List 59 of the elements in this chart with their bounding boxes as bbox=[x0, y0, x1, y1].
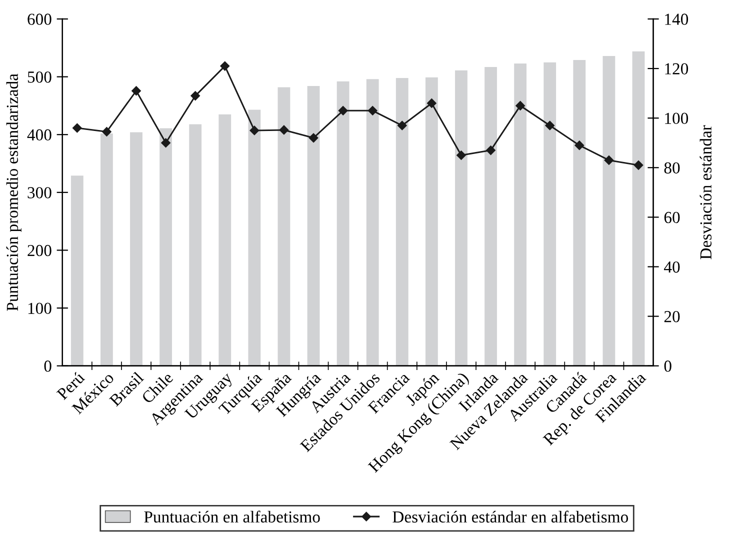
y2-tick-label: 60 bbox=[664, 212, 680, 224]
legend-label: Puntuación en alfabetismo bbox=[144, 510, 320, 523]
y2-tick-label: 20 bbox=[664, 310, 680, 322]
bar bbox=[336, 81, 350, 366]
bar bbox=[544, 62, 556, 366]
bar bbox=[160, 128, 172, 366]
point bbox=[72, 123, 82, 133]
bar bbox=[70, 176, 84, 366]
point bbox=[545, 120, 554, 130]
bar bbox=[130, 132, 142, 366]
bar bbox=[455, 70, 468, 366]
point bbox=[604, 156, 614, 165]
point bbox=[456, 150, 466, 160]
y2-tick-label: 80 bbox=[664, 162, 680, 174]
point bbox=[102, 127, 112, 136]
y2-tick-label: 120 bbox=[665, 63, 688, 74]
y-tick-label: 0 bbox=[44, 360, 52, 372]
point bbox=[279, 125, 289, 135]
point bbox=[634, 160, 644, 170]
bar bbox=[248, 110, 261, 366]
bar bbox=[484, 66, 497, 366]
point bbox=[190, 91, 200, 100]
bar bbox=[573, 60, 586, 366]
y-axis-title: Puntuación promedio estandarizada bbox=[6, 74, 22, 311]
point bbox=[161, 138, 170, 148]
y2-tick-label: 100 bbox=[665, 112, 688, 124]
bar bbox=[189, 124, 202, 366]
y-tick-label: 500 bbox=[28, 71, 52, 83]
y2-tick-label: 140 bbox=[665, 14, 688, 25]
point bbox=[308, 133, 318, 143]
y-tick-label: 200 bbox=[28, 244, 52, 256]
bar bbox=[278, 87, 290, 366]
point bbox=[574, 140, 584, 150]
bar bbox=[602, 56, 616, 366]
point bbox=[132, 86, 141, 96]
y-tick-label: 300 bbox=[28, 187, 52, 198]
y-tick-label: 400 bbox=[27, 129, 52, 141]
point bbox=[516, 101, 525, 110]
point bbox=[220, 61, 230, 71]
bar bbox=[366, 79, 379, 366]
bar bbox=[514, 63, 527, 366]
bar bbox=[100, 133, 113, 366]
bar bbox=[396, 78, 408, 366]
bar bbox=[218, 114, 232, 366]
y2-axis-title: Desviación estándar bbox=[700, 125, 712, 260]
bar bbox=[307, 86, 320, 366]
bar bbox=[632, 51, 645, 366]
bar bbox=[425, 77, 438, 366]
y2-tick-label: 40 bbox=[664, 261, 680, 273]
y-tick-label: 600 bbox=[28, 14, 52, 25]
y2-tick-label: 0 bbox=[664, 360, 672, 372]
legend-label: Desviación estándar en alfabetismo bbox=[392, 510, 628, 523]
point bbox=[250, 126, 260, 136]
y-tick-label: 100 bbox=[28, 302, 52, 314]
point bbox=[486, 146, 496, 155]
point bbox=[368, 106, 378, 116]
point bbox=[398, 120, 407, 130]
point bbox=[338, 106, 348, 116]
point bbox=[427, 98, 436, 108]
